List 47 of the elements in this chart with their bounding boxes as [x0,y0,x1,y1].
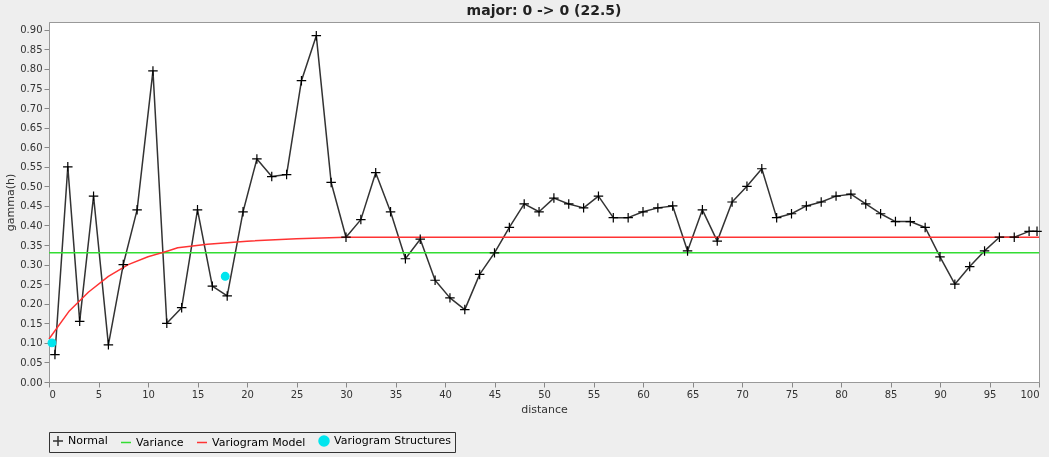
y-tick-label: 0.15 [20,317,43,329]
y-tick-label: 0.55 [20,161,43,173]
x-tick-label: 0 [49,388,56,400]
x-tick-label: 80 [835,388,848,400]
legend-label: Variogram Structures [334,434,452,447]
y-tick-label: 0.10 [20,337,43,349]
y-tick-label: 0.05 [20,356,43,368]
x-axis-title: distance [521,402,569,416]
y-tick-label: 0.30 [20,259,43,271]
y-tick-label: 0.65 [20,122,43,134]
x-tick-label: 40 [439,388,452,400]
y-tick-label: 0.35 [20,239,43,251]
x-tick-label: 90 [934,388,947,400]
y-tick-label: 0.20 [20,298,43,310]
x-tick-label: 25 [290,388,304,400]
legend-label: Normal [68,434,108,447]
x-tick-label: 50 [538,388,551,400]
x-tick-label: 5 [95,388,103,400]
y-tick-label: 0.00 [20,376,43,388]
x-tick-label: 65 [686,388,700,400]
y-tick-label: 0.60 [20,141,43,153]
chart-title: major: 0 -> 0 (22.5) [466,2,622,18]
x-tick-label: 20 [241,388,254,400]
legend-label: Variogram Model [212,435,306,449]
y-tick-label: 0.25 [20,278,43,290]
x-tick-label: 55 [587,388,601,400]
x-tick-label: 75 [785,388,799,400]
y-tick-label: 0.85 [20,43,43,55]
y-tick-label: 0.50 [20,180,43,192]
x-tick-label: 45 [488,388,502,400]
y-tick-label: 0.40 [20,219,43,231]
legend-label: Variance [136,435,184,449]
x-tick-label: 95 [983,388,997,400]
x-tick-label: 100 [1020,388,1040,400]
x-tick-label: 35 [389,388,403,400]
y-tick-label: 0.90 [20,24,43,36]
x-tick-label: 30 [340,388,353,400]
x-tick-label: 15 [191,388,205,400]
y-tick-label: 0.45 [20,200,43,212]
x-tick-label: 60 [637,388,650,400]
x-tick-label: 85 [884,388,898,400]
y-tick-label: 0.70 [20,102,43,114]
y-axis-title: gamma(h) [4,173,18,232]
y-tick-label: 0.80 [20,63,43,75]
x-tick-label: 10 [142,388,155,400]
y-tick-label: 0.75 [20,83,43,95]
x-tick-label: 70 [736,388,749,400]
